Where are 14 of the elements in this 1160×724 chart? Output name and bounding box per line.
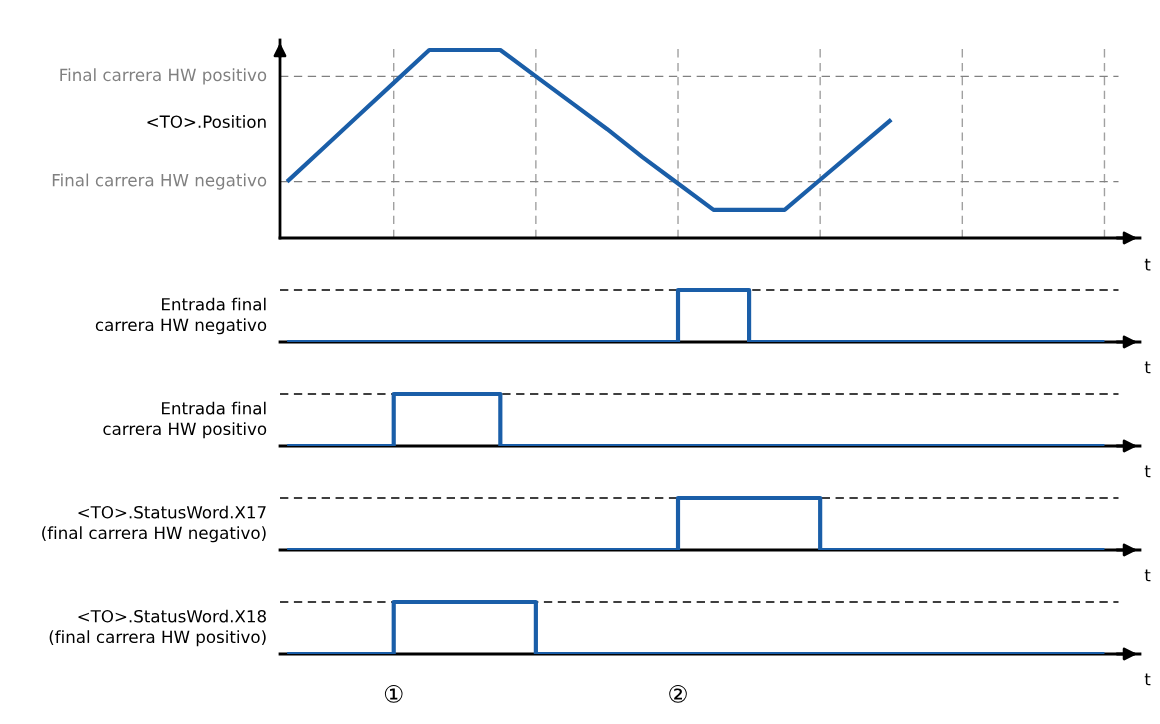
y-axis-title: <TO>.StatusWord.X17 (final carrera HW negativo) xyxy=(42,505,266,543)
x-tick-label: ② xyxy=(669,685,687,703)
x-axis-title: t xyxy=(1144,673,1151,686)
x-tick-label: ① xyxy=(384,685,403,703)
x-axis-title: t xyxy=(1144,569,1151,582)
y-axis-title: <TO>.StatusWord.X18 (final carrera HW positivo) xyxy=(49,609,266,647)
y-axis-title: <TO>.Position xyxy=(147,115,266,128)
x-axis-title: t xyxy=(1144,258,1151,271)
ref-line-label: Final carrera HW negativo xyxy=(52,173,267,190)
y-axis-title: Entrada final carrera HW positivo xyxy=(103,401,267,439)
ref-line-label: Final carrera HW positivo xyxy=(60,68,267,85)
x-axis-title: t xyxy=(1144,361,1151,374)
x-axis-title: t xyxy=(1144,465,1151,478)
y-axis-title: Entrada final carrera HW negativo xyxy=(95,297,267,335)
